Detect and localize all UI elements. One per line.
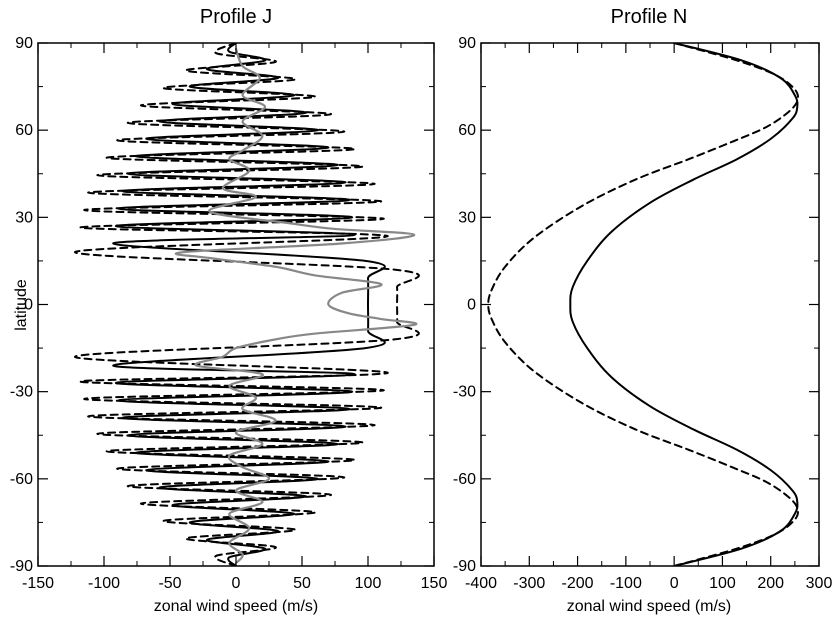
y-tick-label-profile-j: 60 — [15, 122, 33, 139]
series-line-profile-n-solid-1 — [569, 43, 799, 566]
x-tick-label-profile-j: -50 — [158, 575, 181, 592]
panel-profile-n: Profile N zonal wind speed (m/s) -400 -30… — [453, 6, 833, 615]
y-tick-label-profile-n: -90 — [453, 558, 476, 575]
y-tick-label-profile-j: -30 — [10, 384, 33, 401]
y-tick-label-profile-j: 30 — [15, 209, 33, 226]
x-tick-label-profile-n: -200 — [562, 575, 594, 592]
x-tick-label-profile-j: 0 — [232, 575, 241, 592]
chart-title-profile-n: Profile N — [611, 6, 688, 28]
x-tick-label-profile-j: -100 — [88, 575, 120, 592]
series-line-profile-j-dashed-2 — [73, 43, 420, 566]
y-tick-label-profile-j: -90 — [10, 558, 33, 575]
x-tick-label-profile-n: 300 — [806, 575, 833, 592]
y-axis-label-profile-j: latitude — [13, 279, 30, 331]
y-tick-label-profile-j: -60 — [10, 471, 33, 488]
x-tick-label-profile-j: 150 — [421, 575, 448, 592]
x-tick-label-profile-n: -100 — [610, 575, 642, 592]
y-tick-label-profile-j: 90 — [15, 35, 33, 52]
series-line-profile-j-solid-3 — [174, 47, 418, 565]
y-tick-label-profile-n: 0 — [467, 297, 476, 314]
y-tick-label-profile-n: 30 — [458, 209, 476, 226]
x-tick-label-profile-n: 100 — [709, 575, 736, 592]
x-tick-label-profile-j: 50 — [293, 575, 311, 592]
x-tick-label-profile-j: 100 — [355, 575, 382, 592]
y-tick-label-profile-n: -30 — [453, 384, 476, 401]
x-tick-label-profile-n: -300 — [513, 575, 545, 592]
y-tick-label-profile-n: -60 — [453, 471, 476, 488]
x-tick-label-profile-n: 200 — [757, 575, 784, 592]
x-tick-label-profile-n: 0 — [670, 575, 679, 592]
plot-frame-profile-n — [480, 42, 820, 567]
x-tick-label-profile-n: -400 — [465, 575, 497, 592]
chart-title-profile-j: Profile J — [200, 6, 272, 28]
plot-frame-profile-j — [37, 42, 435, 567]
x-axis-label-profile-n: zonal wind speed (m/s) — [567, 598, 732, 615]
x-axis-label-profile-j: zonal wind speed (m/s) — [154, 598, 319, 615]
series-line-profile-j-solid-1 — [112, 43, 386, 566]
y-tick-label-profile-n: 60 — [458, 122, 476, 139]
x-tick-label-profile-j: -150 — [22, 575, 54, 592]
y-tick-label-profile-n: 90 — [458, 35, 476, 52]
series-line-profile-n-dashed-2 — [487, 43, 799, 566]
panel-profile-j: Profile J zonal wind speed (m/s) latitud… — [10, 6, 448, 615]
y-tick-label-profile-j: 0 — [24, 297, 33, 314]
